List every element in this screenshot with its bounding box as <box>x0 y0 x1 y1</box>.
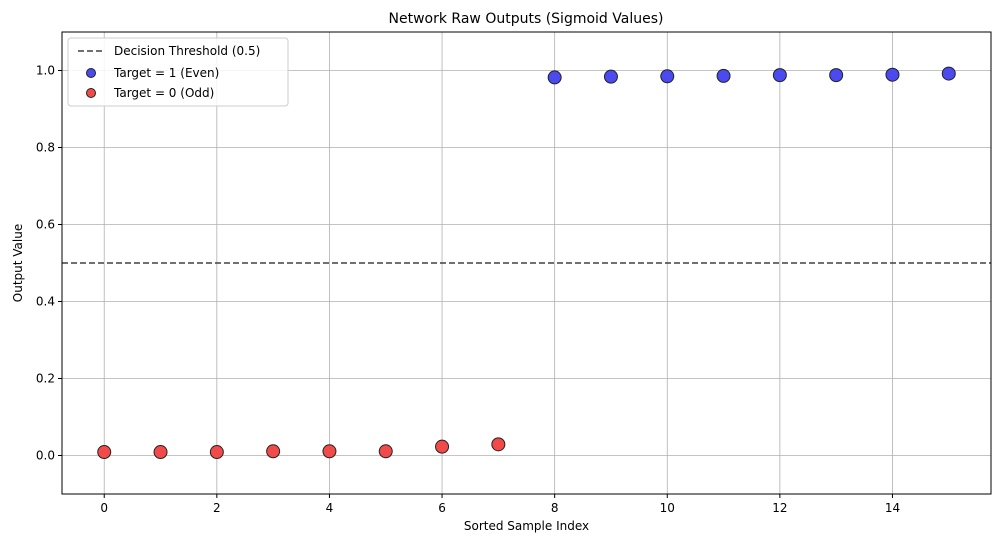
x-tick-label: 12 <box>772 501 787 515</box>
y-tick-label: 0.2 <box>36 372 55 386</box>
data-point <box>941 66 956 81</box>
data-point <box>153 445 168 460</box>
y-tick-label: 0.6 <box>36 218 55 232</box>
y-axis-label: Output Value <box>11 224 25 302</box>
x-tick-label: 0 <box>100 501 108 515</box>
x-tick-label: 14 <box>885 501 900 515</box>
data-point <box>322 444 337 459</box>
y-tick-label: 0.8 <box>36 141 55 155</box>
legend-box <box>67 37 289 107</box>
data-point <box>491 437 506 452</box>
plot-frame <box>61 31 992 495</box>
data-point <box>885 67 900 82</box>
x-tick-label: 10 <box>660 501 675 515</box>
legend: Decision Threshold (0.5) Target = 1 (Even… <box>67 37 289 107</box>
data-point <box>547 70 562 85</box>
data-point <box>829 68 844 83</box>
x-axis-ticks: 0 2 4 6 8 10 12 14 <box>100 494 900 515</box>
data-point <box>603 69 618 84</box>
legend-series-label: Target = 0 (Odd) <box>113 86 214 100</box>
legend-series-swatch <box>86 88 96 98</box>
data-point <box>435 439 450 454</box>
data-point <box>716 68 731 83</box>
x-tick-label: 6 <box>438 501 446 515</box>
data-point <box>97 445 112 460</box>
y-tick-label: 1.0 <box>36 64 55 78</box>
chart-title: Network Raw Outputs (Sigmoid Values) <box>389 11 664 27</box>
y-axis-ticks: 0.0 0.2 0.4 0.6 0.8 1.0 <box>36 64 62 463</box>
x-axis-label: Sorted Sample Index <box>464 519 589 533</box>
data-point <box>772 68 787 83</box>
data-point <box>660 69 675 84</box>
data-points <box>97 66 956 460</box>
data-point <box>209 445 224 460</box>
x-tick-label: 2 <box>213 501 221 515</box>
x-tick-label: 4 <box>326 501 334 515</box>
legend-series-label: Target = 1 (Even) <box>113 66 219 80</box>
data-point <box>266 444 281 459</box>
x-tick-label: 8 <box>551 501 559 515</box>
data-point <box>378 444 393 459</box>
y-tick-label: 0.4 <box>36 295 55 309</box>
legend-series-swatch <box>86 68 96 78</box>
legend-threshold-label: Decision Threshold (0.5) <box>114 44 260 58</box>
y-tick-label: 0.0 <box>36 449 55 463</box>
